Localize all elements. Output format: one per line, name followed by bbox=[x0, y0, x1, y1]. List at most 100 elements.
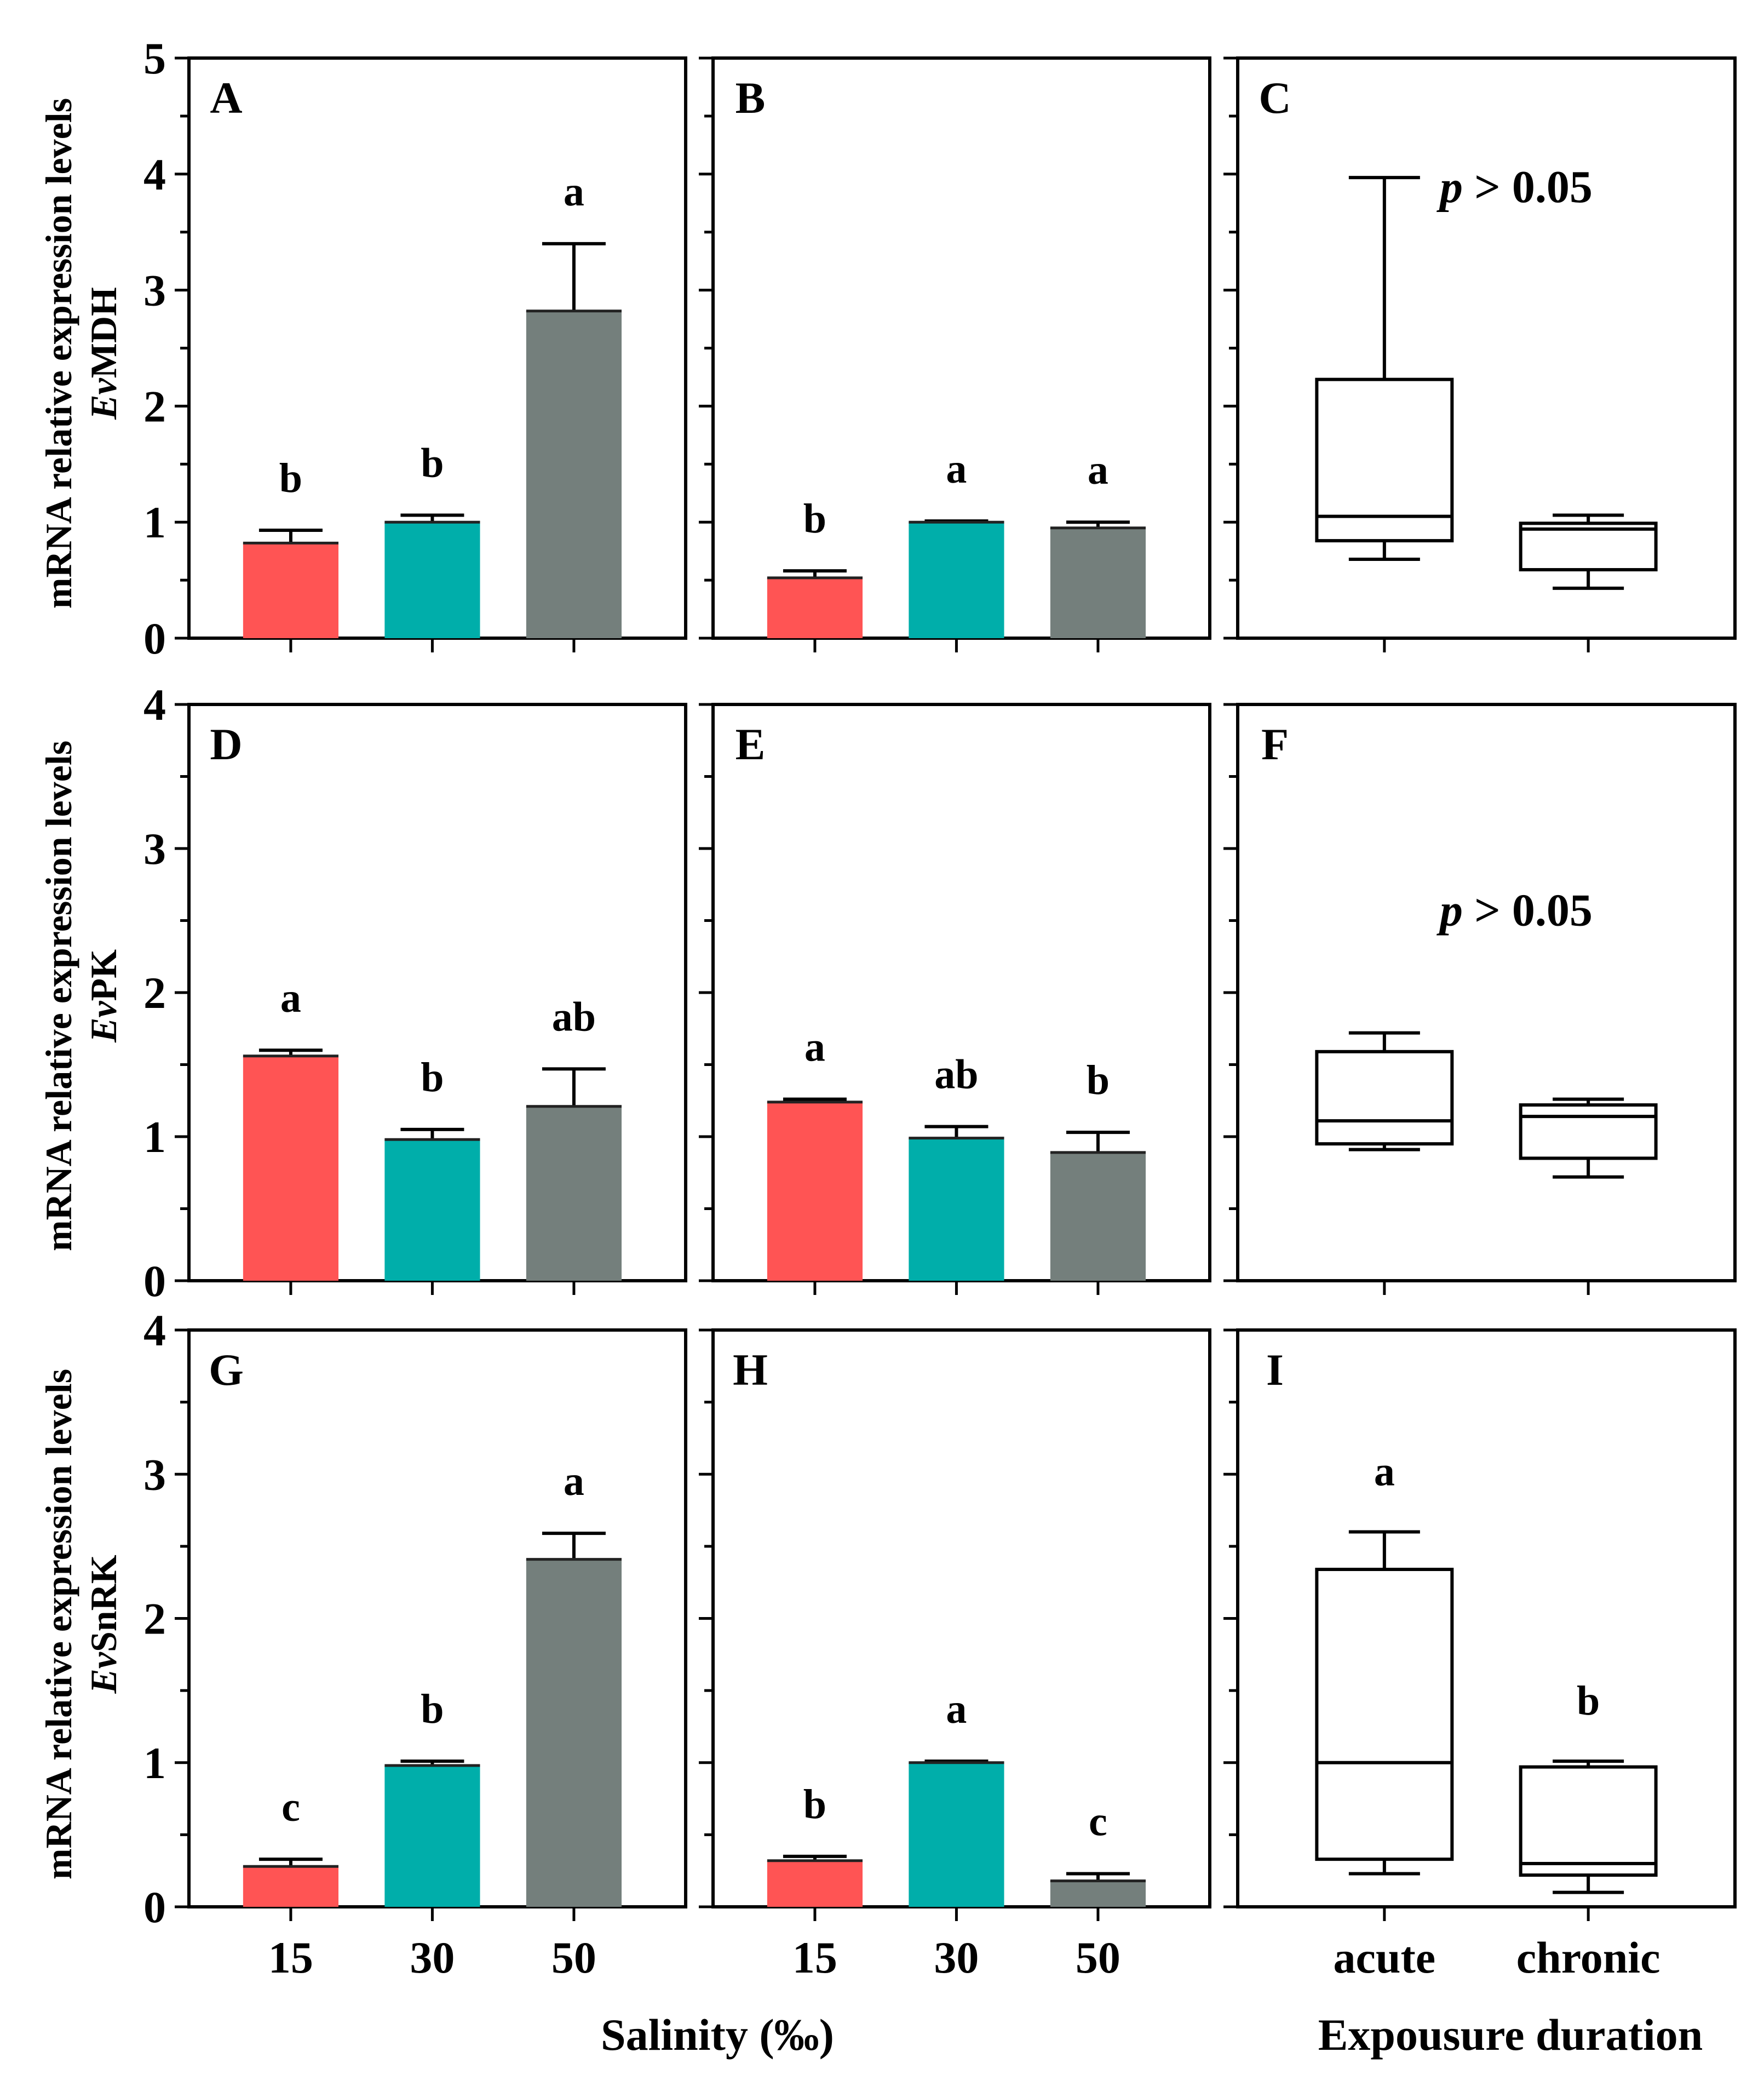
significance-letter: a bbox=[280, 975, 301, 1021]
panel-e: Ea ab b bbox=[699, 703, 1211, 1295]
bar-15 bbox=[243, 1866, 339, 1907]
panel-label: H bbox=[733, 1345, 768, 1395]
p-value-text: > 0.05 bbox=[1463, 162, 1593, 213]
bar-15 bbox=[767, 1860, 863, 1907]
box-acute bbox=[1315, 1050, 1454, 1146]
y-tick-label: 2 bbox=[143, 381, 166, 431]
y-tick-label: 3 bbox=[143, 1449, 166, 1499]
p-symbol: p bbox=[1437, 885, 1463, 936]
y-tick-label: 1 bbox=[143, 1112, 166, 1162]
y-axis-title-row-3: mRNA relative expression levels EvSnRK bbox=[38, 1369, 124, 1879]
bar-50 bbox=[526, 311, 622, 638]
significance-letter: a bbox=[946, 446, 967, 492]
y-tick-label: 2 bbox=[143, 968, 166, 1018]
significance-letter: c bbox=[1089, 1798, 1107, 1844]
gene-prefix: Ev bbox=[83, 1652, 124, 1694]
significance-letter: b bbox=[1087, 1057, 1110, 1103]
y-axis-title-line1: mRNA relative expression levels bbox=[38, 741, 79, 1251]
x-tick-label: 30 bbox=[410, 1933, 455, 1982]
plot-frame bbox=[1236, 1328, 1737, 1908]
gene-prefix: Ev bbox=[83, 1001, 124, 1043]
panel-a: 0 1 2 3 4 5Ab b a bbox=[143, 33, 687, 663]
panel-label: F bbox=[1261, 719, 1289, 769]
bar-30 bbox=[384, 1139, 480, 1281]
y-tick-label: 1 bbox=[143, 497, 166, 547]
panel-b: Bb a a bbox=[699, 56, 1211, 652]
panel-label: A bbox=[210, 73, 242, 123]
gene-name: MDH bbox=[83, 287, 124, 378]
p-symbol: p bbox=[1437, 162, 1463, 213]
bar-50 bbox=[526, 1559, 622, 1907]
y-tick-label: 0 bbox=[143, 614, 166, 663]
bar-15 bbox=[767, 577, 863, 638]
significance-letter: b bbox=[1577, 1678, 1600, 1724]
gene-prefix: Ev bbox=[83, 378, 124, 420]
significance-letter: a bbox=[805, 1024, 825, 1070]
x-tick-label: chronic bbox=[1516, 1933, 1660, 1982]
box-chronic bbox=[1519, 1103, 1658, 1160]
bar-50 bbox=[526, 1106, 622, 1281]
bar-30 bbox=[384, 522, 480, 638]
panel-h: Hb 15 a 30 c 50 bbox=[699, 1328, 1211, 1982]
significance-letter: a bbox=[564, 1458, 584, 1504]
significance-letter: b bbox=[421, 440, 444, 486]
significance-letter: b bbox=[279, 455, 302, 501]
significance-letter: c bbox=[281, 1784, 300, 1830]
p-value-text: > 0.05 bbox=[1463, 885, 1593, 936]
significance-letter: b bbox=[421, 1054, 444, 1100]
svg-text:EvPK: EvPK bbox=[83, 949, 124, 1043]
y-tick-label: 3 bbox=[143, 266, 166, 316]
significance-letter: b bbox=[803, 1781, 826, 1827]
significance-letter: a bbox=[1088, 447, 1108, 493]
panel-label: B bbox=[736, 73, 766, 123]
significance-letter: b bbox=[803, 496, 826, 542]
panel-c: Cp > 0.05 bbox=[1223, 56, 1737, 652]
panel-label: I bbox=[1266, 1345, 1284, 1395]
y-tick-label: 0 bbox=[143, 1882, 166, 1932]
bar-15 bbox=[767, 1102, 863, 1281]
y-tick-label: 4 bbox=[143, 1305, 166, 1355]
bar-50 bbox=[1050, 528, 1146, 638]
y-tick-label: 4 bbox=[143, 150, 166, 199]
significance-letter: ab bbox=[934, 1052, 978, 1098]
y-axis-title-line1: mRNA relative expression levels bbox=[38, 98, 79, 609]
panel-label: C bbox=[1259, 73, 1291, 123]
y-tick-label: 2 bbox=[143, 1594, 166, 1644]
panel-f: Fp > 0.05 bbox=[1223, 703, 1737, 1295]
bar-50 bbox=[1050, 1152, 1146, 1281]
y-tick-label: 4 bbox=[143, 680, 166, 730]
gene-name: PK bbox=[83, 949, 124, 1001]
svg-text:EvMDH: EvMDH bbox=[83, 287, 124, 420]
bar-30 bbox=[909, 1762, 1004, 1907]
bar-30 bbox=[909, 522, 1004, 638]
bar-15 bbox=[243, 1056, 339, 1281]
bar-30 bbox=[384, 1766, 480, 1907]
panel-label: G bbox=[209, 1345, 244, 1395]
significance-letter: a bbox=[946, 1686, 967, 1732]
x-tick-label: acute bbox=[1334, 1933, 1436, 1982]
plot-frame bbox=[1236, 56, 1737, 640]
significance-letter: a bbox=[1374, 1449, 1395, 1495]
significance-letter: a bbox=[564, 169, 584, 215]
x-tick-label: 15 bbox=[792, 1933, 837, 1982]
plot-frame bbox=[1236, 703, 1737, 1282]
bar-15 bbox=[243, 543, 339, 638]
panel-label: E bbox=[736, 719, 766, 769]
y-tick-label: 0 bbox=[143, 1256, 166, 1306]
x-tick-label: 50 bbox=[1076, 1933, 1121, 1982]
y-axis-title-line1: mRNA relative expression levels bbox=[38, 1369, 79, 1879]
p-value-annotation: p > 0.05 bbox=[1437, 885, 1593, 936]
box-acute bbox=[1315, 1567, 1454, 1861]
gene-name: SnRK bbox=[83, 1555, 124, 1652]
panel-g: 0 1 2 3 4Gc 15 b 30 a 50 bbox=[143, 1305, 687, 1982]
box-chronic bbox=[1519, 521, 1658, 572]
x-tick-label: 15 bbox=[268, 1933, 313, 1982]
panel-label: D bbox=[210, 719, 242, 769]
svg-text:EvSnRK: EvSnRK bbox=[83, 1555, 124, 1694]
x-axis-title-duration: Expousure duration bbox=[1318, 2010, 1703, 2060]
y-tick-label: 3 bbox=[143, 824, 166, 874]
significance-letter: b bbox=[421, 1686, 444, 1732]
